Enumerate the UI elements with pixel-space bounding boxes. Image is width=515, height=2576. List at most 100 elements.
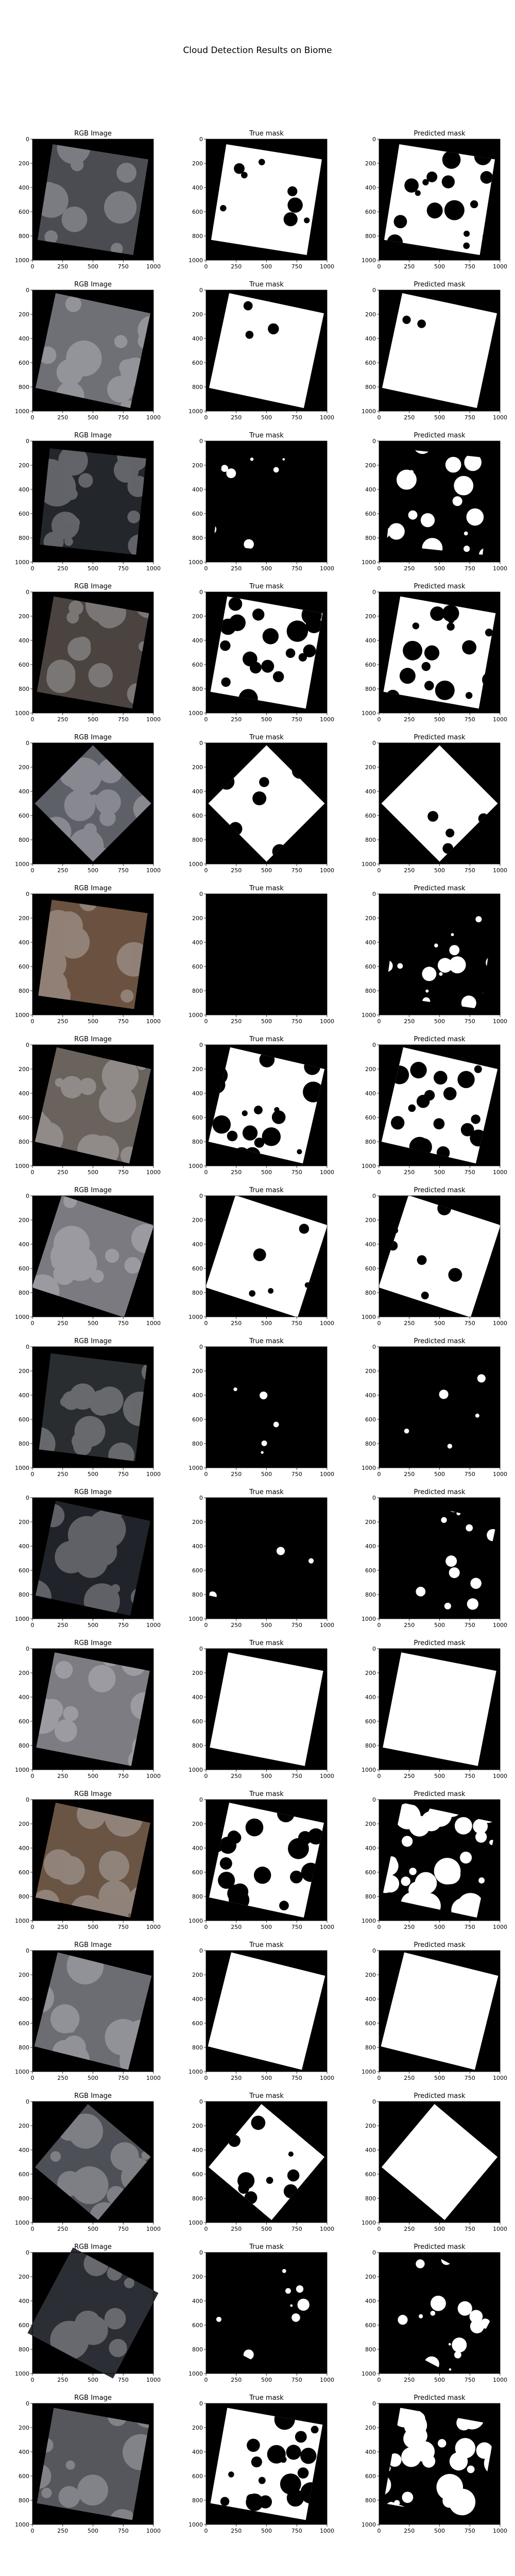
panel-title: RGB Image xyxy=(74,1790,112,1798)
x-tick-label: 750 xyxy=(118,565,129,572)
y-tick-label: 600 xyxy=(192,209,203,215)
panel-title: Predicted mask xyxy=(414,1488,466,1496)
x-tick-label: 750 xyxy=(291,867,302,874)
x-tick-label: 500 xyxy=(261,1924,272,1930)
y-tick-label: 800 xyxy=(365,1290,376,1296)
x-tick-label: 0 xyxy=(377,1169,381,1176)
x-tick-label: 250 xyxy=(404,414,415,421)
x-tick-label: 500 xyxy=(88,2377,98,2383)
y-tick-label: 0 xyxy=(199,438,203,445)
y-tick-label: 600 xyxy=(19,812,29,819)
y-tick-label: 200 xyxy=(192,1217,203,1224)
panel-predicted-mask-row-11: Predicted mask0 250 500 750 1000020040060080… xyxy=(362,1639,507,1780)
x-tick-label: 500 xyxy=(88,1773,98,1780)
y-tick-label: 1000 xyxy=(362,1314,376,1320)
x-tick-label: 250 xyxy=(404,1471,415,1478)
y-tick-label: 200 xyxy=(365,1066,376,1073)
y-tick-label: 600 xyxy=(365,1114,376,1121)
y-tick-label: 0 xyxy=(199,1797,203,1803)
y-tick-label: 400 xyxy=(192,1694,203,1701)
x-tick-label: 750 xyxy=(118,1018,129,1025)
image-area xyxy=(379,1498,500,1619)
y-tick-label: 600 xyxy=(365,812,376,819)
x-tick-label: 250 xyxy=(231,2226,242,2232)
x-tick-label: 500 xyxy=(88,1471,98,1478)
y-tick-label: 600 xyxy=(365,2020,376,2027)
y-tick-label: 0 xyxy=(26,1193,29,1199)
panel-true-mask-row-11: True mask0 250 500 750 100002004006008001000 xyxy=(188,1639,334,1780)
y-tick-label: 0 xyxy=(372,589,376,596)
x-tick-label: 250 xyxy=(57,1320,68,1327)
y-tick-label: 1000 xyxy=(15,861,29,868)
panel-title: True mask xyxy=(249,583,284,590)
y-tick-label: 400 xyxy=(19,939,29,946)
panel-title: True mask xyxy=(249,1337,284,1345)
x-tick-label: 250 xyxy=(57,1169,68,1176)
y-tick-label: 0 xyxy=(199,1947,203,1954)
y-tick-label: 400 xyxy=(19,184,29,191)
x-tick-label: 1000 xyxy=(146,414,161,421)
image-area xyxy=(379,1347,500,1468)
x-tick-label: 0 xyxy=(204,867,208,874)
x-tick-label: 750 xyxy=(291,263,302,270)
x-tick-label: 0 xyxy=(204,263,208,270)
x-tick-label: 250 xyxy=(57,2226,68,2232)
x-tick-label: 1000 xyxy=(320,2226,334,2232)
y-tick-label: 800 xyxy=(365,686,376,692)
y-tick-label: 1000 xyxy=(362,1465,376,1471)
y-tick-label: 0 xyxy=(26,1797,29,1803)
y-tick-label: 1000 xyxy=(362,1012,376,1019)
panel-true-mask-row-7: True mask0 250 500 750 100002004006008001000 xyxy=(188,1036,334,1176)
y-tick-label: 400 xyxy=(19,788,29,795)
panel-rgb-row-3: RGB Image0 250 500 750 100002004006008001000 xyxy=(15,432,161,572)
panel-true-mask-row-6: True mask0 250 500 750 100002004006008001000 xyxy=(188,885,334,1025)
panel-title: RGB Image xyxy=(74,1941,112,1949)
x-tick-label: 1000 xyxy=(146,1018,161,1025)
panel-title: Predicted mask xyxy=(414,432,466,439)
x-tick-label: 750 xyxy=(291,2075,302,2081)
x-tick-label: 0 xyxy=(204,1622,208,1629)
y-tick-label: 600 xyxy=(19,511,29,517)
panel-true-mask-row-3: True mask0 250 500 750 100002004006008001000 xyxy=(188,432,334,572)
x-tick-label: 1000 xyxy=(493,867,507,874)
y-tick-label: 200 xyxy=(19,764,29,771)
x-tick-label: 1000 xyxy=(493,565,507,572)
x-tick-label: 750 xyxy=(465,2075,475,2081)
y-tick-label: 800 xyxy=(19,2346,29,2353)
panel-title: RGB Image xyxy=(74,2394,112,2402)
y-tick-label: 800 xyxy=(192,837,203,843)
x-tick-label: 500 xyxy=(434,1622,445,1629)
x-tick-label: 0 xyxy=(204,414,208,421)
x-tick-label: 1000 xyxy=(320,867,334,874)
x-tick-label: 250 xyxy=(404,867,415,874)
x-tick-label: 1000 xyxy=(493,2377,507,2383)
y-tick-label: 800 xyxy=(365,535,376,541)
x-tick-label: 750 xyxy=(118,414,129,421)
x-tick-label: 500 xyxy=(88,1320,98,1327)
panel-title: RGB Image xyxy=(74,734,112,741)
x-tick-label: 0 xyxy=(31,263,35,270)
y-tick-label: 1000 xyxy=(188,2219,203,2226)
y-tick-label: 400 xyxy=(365,486,376,493)
x-tick-label: 0 xyxy=(31,565,35,572)
x-tick-label: 500 xyxy=(261,1773,272,1780)
y-tick-label: 800 xyxy=(365,1440,376,1447)
y-tick-label: 800 xyxy=(19,686,29,692)
y-tick-label: 800 xyxy=(192,535,203,541)
y-tick-label: 1000 xyxy=(15,2069,29,2075)
y-tick-label: 200 xyxy=(365,1972,376,1978)
y-tick-label: 0 xyxy=(199,891,203,897)
x-tick-label: 750 xyxy=(291,565,302,572)
y-tick-label: 1000 xyxy=(188,2069,203,2075)
panel-predicted-mask-row-7: Predicted mask0 250 500 750 1000020040060080… xyxy=(362,1036,507,1176)
y-tick-label: 1000 xyxy=(15,2219,29,2226)
y-tick-label: 600 xyxy=(365,2322,376,2329)
y-tick-label: 800 xyxy=(192,1893,203,1900)
x-tick-label: 500 xyxy=(261,565,272,572)
y-tick-label: 200 xyxy=(192,1821,203,1827)
x-tick-label: 0 xyxy=(377,1924,381,1930)
x-tick-label: 250 xyxy=(231,1622,242,1629)
panel-title: True mask xyxy=(249,885,284,892)
x-tick-label: 0 xyxy=(204,565,208,572)
